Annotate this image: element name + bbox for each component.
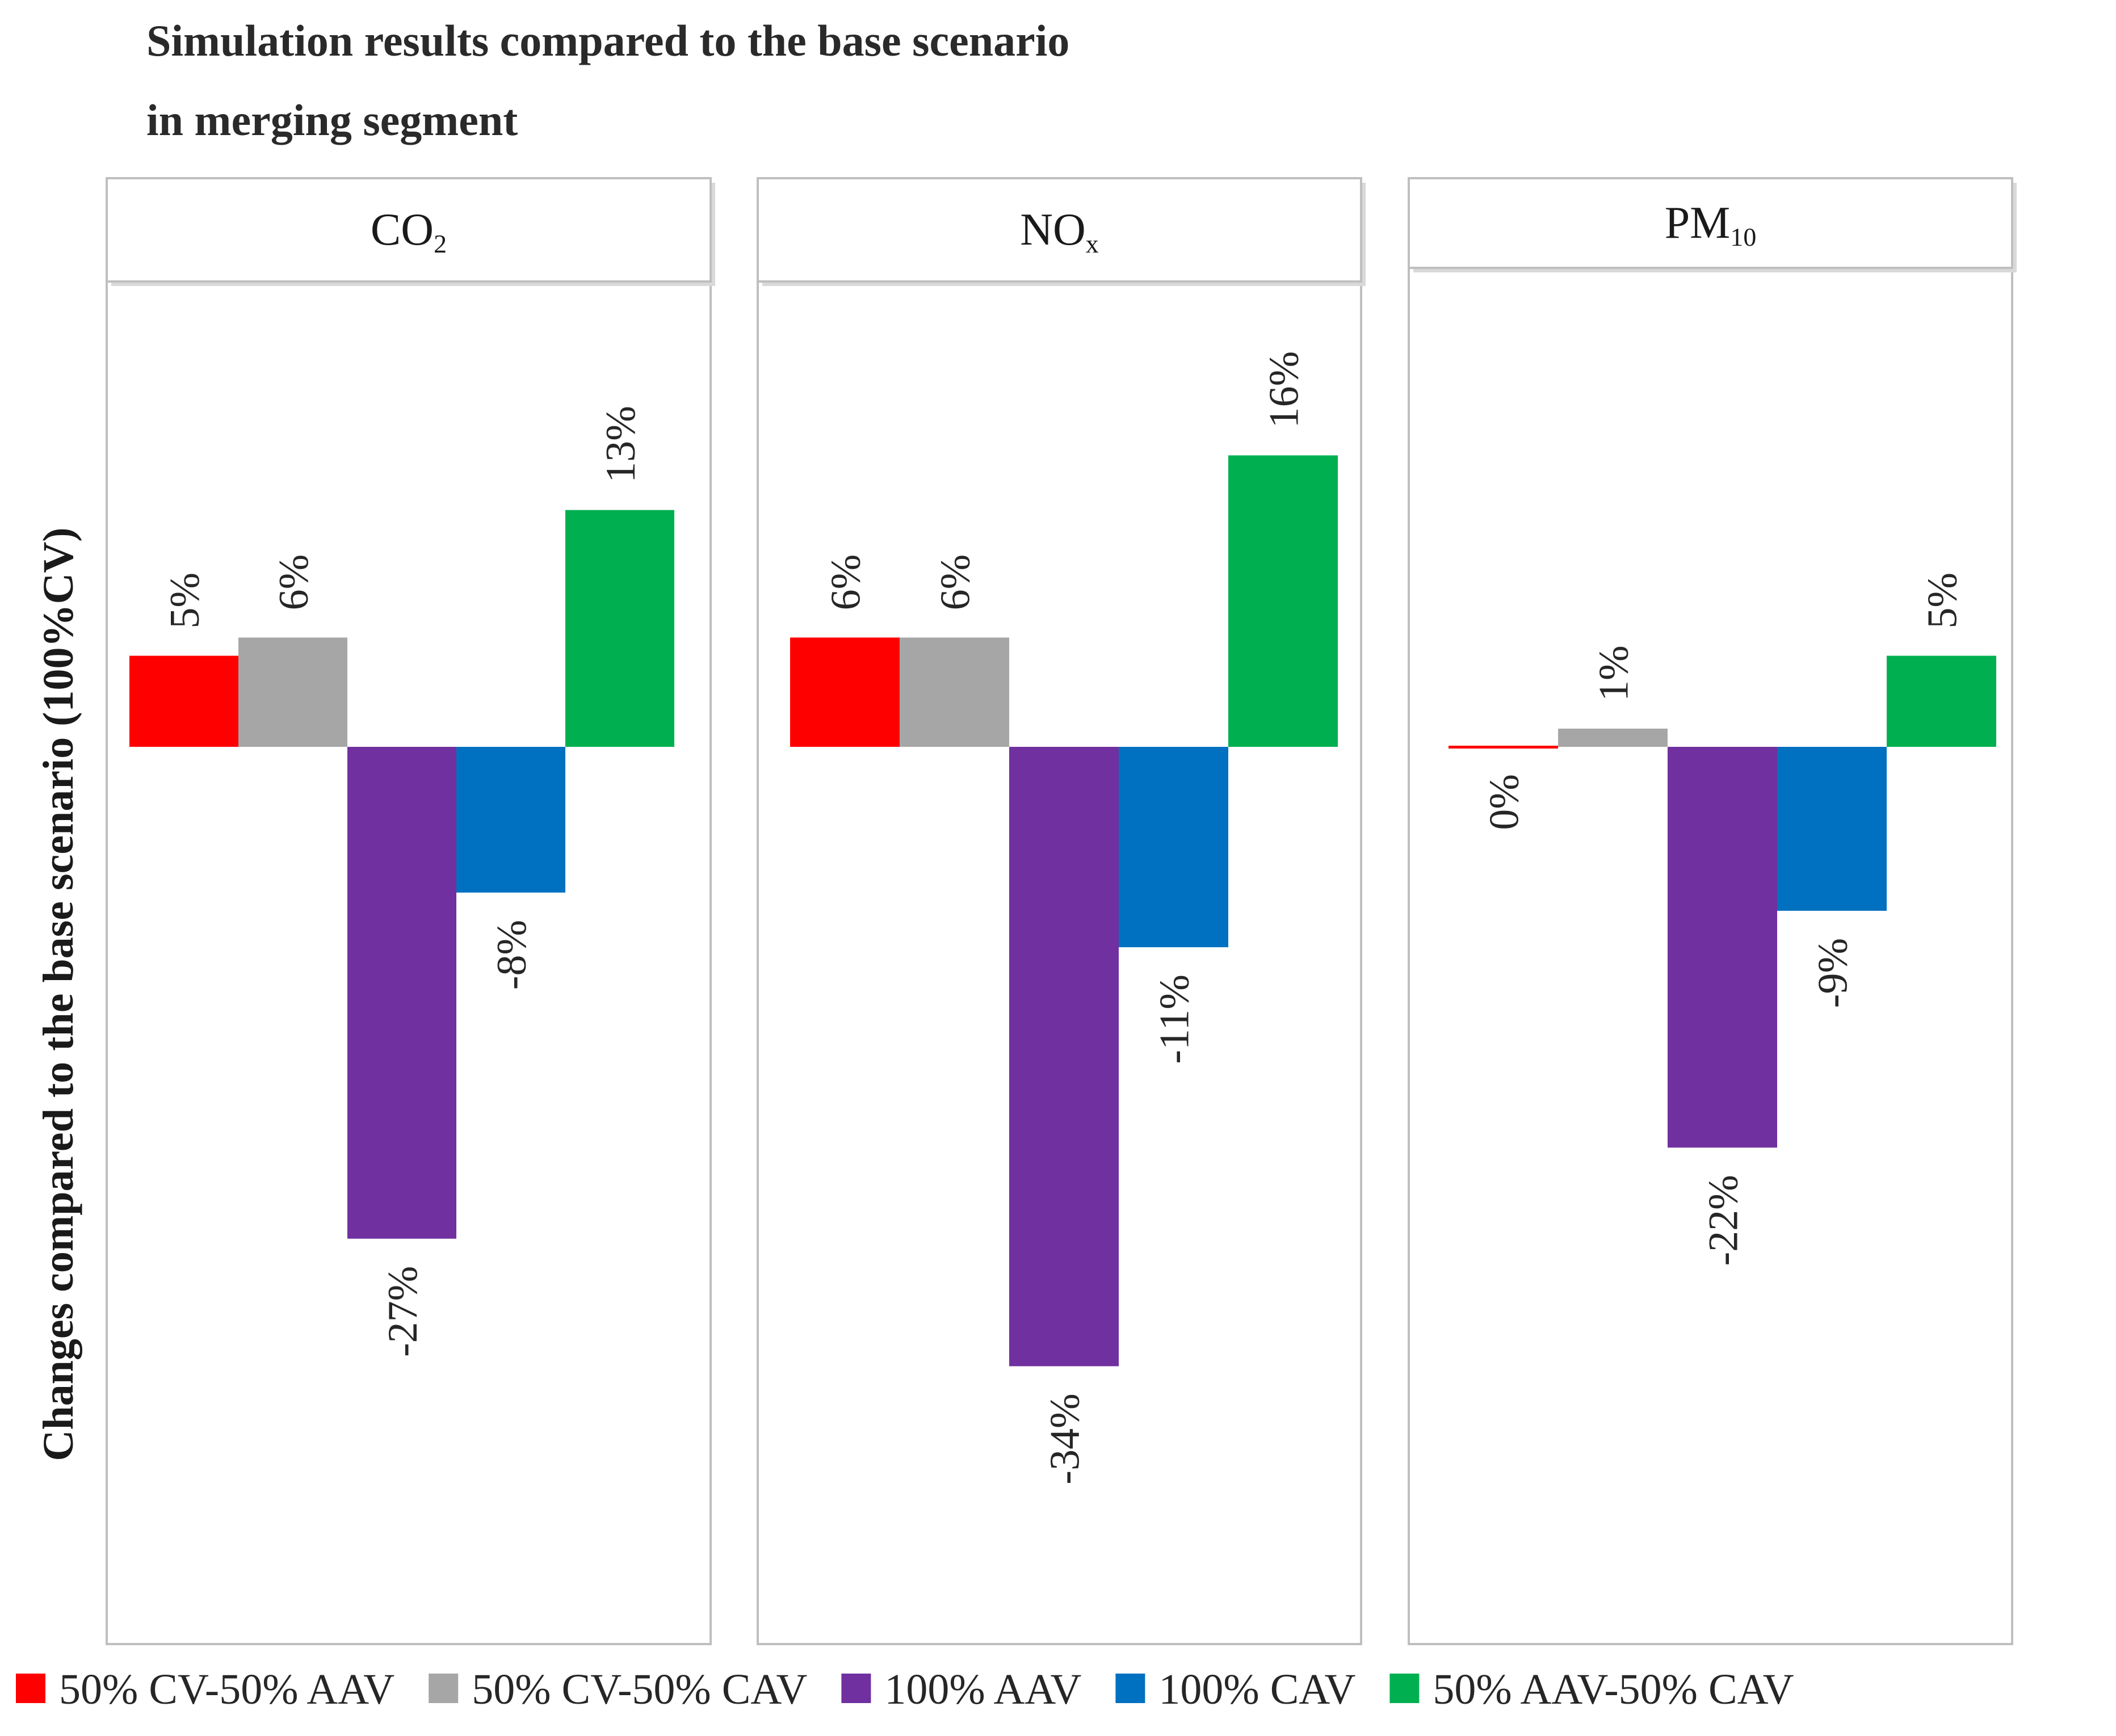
bar-co2-50-cv-50-aav <box>129 655 238 747</box>
panel-title: CO2 <box>371 205 447 258</box>
legend-swatch <box>1115 1674 1145 1703</box>
data-label-nox-100-aav: -34% <box>1042 1393 1089 1484</box>
legend-label: 100% CAV <box>1158 1666 1355 1713</box>
panel-nox: NOx 6% 6% -34% -11% 16% <box>757 177 1366 1645</box>
bar-nox-50-cv-50-aav <box>790 637 900 747</box>
bar-co2-100-cav <box>456 747 565 893</box>
legend-label: 50% CV-50% CAV <box>472 1666 807 1713</box>
data-label-nox-50-aav-50-cav: 16% <box>1261 351 1308 428</box>
panel-title: NOx <box>1020 205 1099 258</box>
bar-nox-50-cv-50-cav <box>900 637 1009 747</box>
legend-label: 50% AAV-50% CAV <box>1433 1666 1794 1713</box>
data-label-co2-100-aav: -27% <box>380 1266 426 1357</box>
legend-label: 50% CV-50% AAV <box>59 1666 394 1713</box>
data-label-pm10-100-aav: -22% <box>1701 1175 1747 1266</box>
bar-pm10-50-aav-50-cav <box>1887 655 1996 747</box>
bar-nox-100-cav <box>1119 747 1228 948</box>
legend-item-50-aav-50-cav: 50% AAV-50% CAV <box>1389 1666 1794 1713</box>
bar-pm10-100-aav <box>1668 747 1777 1148</box>
bar-nox-100-aav <box>1009 747 1119 1367</box>
chart-title-line-1: Simulation results compared to the base … <box>146 16 1069 65</box>
legend-label: 100% AAV <box>884 1666 1081 1713</box>
data-label-pm10-100-cav: -9% <box>1810 938 1857 1008</box>
data-label-nox-50-cv-50-aav: 6% <box>823 554 870 611</box>
legend-item-100-aav: 100% AAV <box>841 1666 1081 1713</box>
data-label-co2-50-cv-50-cav: 6% <box>271 554 317 611</box>
legend-item-50-cv-50-cav: 50% CV-50% CAV <box>429 1666 808 1713</box>
legend: 50% CV-50% AAV 50% CV-50% CAV 100% AAV 100%… <box>16 1666 1794 1713</box>
bar-co2-50-aav-50-cav <box>565 510 674 747</box>
data-label-pm10-50-cv-50-cav: 1% <box>1591 645 1638 701</box>
panel-co2: CO2 5% 6% -27% -8% 13% <box>106 177 715 1645</box>
data-label-co2-50-cv-50-aav: 5% <box>162 573 208 629</box>
data-label-pm10-50-aav-50-cav: 5% <box>1920 573 1966 629</box>
legend-item-100-cav: 100% CAV <box>1115 1666 1355 1713</box>
data-label-pm10-50-cv-50-aav: 0% <box>1481 774 1528 830</box>
panel-header <box>1408 177 2013 269</box>
bar-pm10-100-cav <box>1777 747 1887 911</box>
legend-swatch <box>841 1674 871 1703</box>
data-label-co2-100-cav: -8% <box>489 920 535 990</box>
panel-header <box>757 177 1362 283</box>
bar-co2-50-cv-50-cav <box>238 637 347 747</box>
legend-item-50-cv-50-aav: 50% CV-50% AAV <box>16 1666 394 1713</box>
data-label-nox-100-cav: -11% <box>1152 974 1198 1064</box>
data-label-nox-50-cv-50-cav: 6% <box>933 554 979 611</box>
legend-swatch <box>16 1674 45 1703</box>
panel-title: PM10 <box>1665 198 1757 251</box>
panel-header <box>106 177 712 283</box>
bar-pm10-50-cv-50-cav <box>1558 728 1668 747</box>
bar-co2-100-aav <box>347 747 456 1239</box>
bar-nox-50-aav-50-cav <box>1228 455 1338 747</box>
legend-swatch <box>429 1674 459 1703</box>
bar-pm10-50-cv-50-aav <box>1449 746 1558 749</box>
y-axis-label: Changes compared to the base scenario (1… <box>35 527 82 1461</box>
panels: CO2 5% 6% -27% -8% 13% NOx 6% 6% -34% -11% 16% PM10 0… <box>106 177 2017 1645</box>
chart-title-line-2: in merging segment <box>146 95 518 145</box>
panel-pm10: PM10 0% 1% -22% -9% 5% <box>1408 177 2017 1645</box>
data-label-co2-50-aav-50-cav: 13% <box>598 406 644 483</box>
legend-swatch <box>1389 1674 1420 1703</box>
